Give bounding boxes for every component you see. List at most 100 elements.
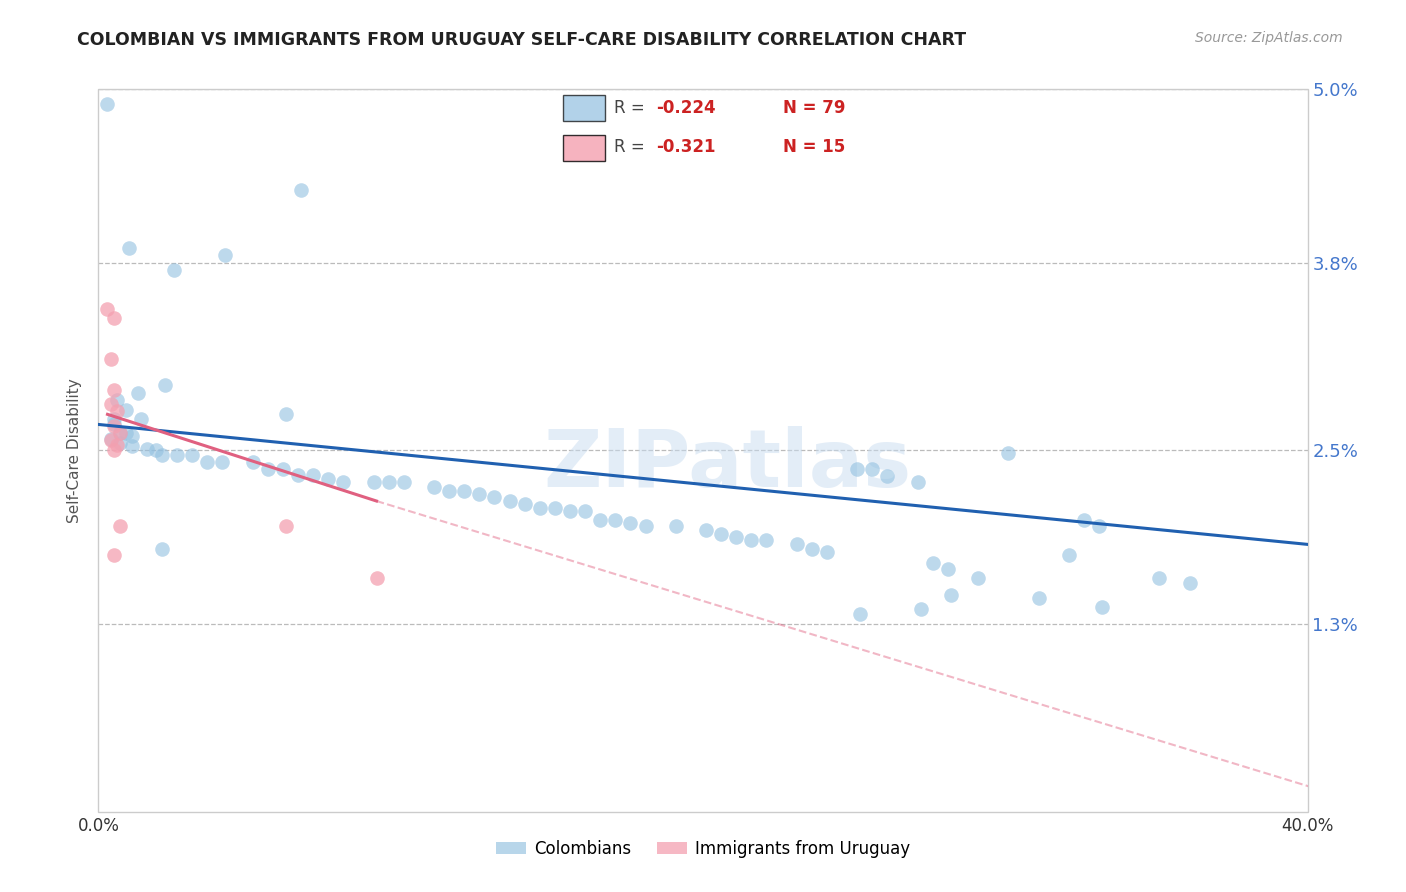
- Y-axis label: Self-Care Disability: Self-Care Disability: [67, 378, 83, 523]
- Point: [103, 310, 125, 325]
- Point: [619, 516, 641, 530]
- Point: [605, 513, 627, 527]
- Point: [129, 411, 152, 425]
- Point: [256, 462, 278, 476]
- Point: [544, 501, 567, 516]
- Point: [108, 518, 131, 533]
- Point: [103, 548, 125, 562]
- Point: [710, 527, 733, 541]
- Point: [287, 468, 309, 483]
- Point: [121, 439, 143, 453]
- Point: [105, 404, 128, 418]
- Point: [242, 455, 264, 469]
- Point: [574, 504, 596, 518]
- Legend: Colombians, Immigrants from Uruguay: Colombians, Immigrants from Uruguay: [489, 833, 917, 865]
- Point: [103, 417, 125, 432]
- FancyBboxPatch shape: [562, 95, 605, 121]
- Point: [800, 541, 823, 556]
- Point: [100, 397, 122, 411]
- Point: [316, 472, 339, 486]
- Point: [423, 480, 446, 494]
- Point: [100, 432, 122, 446]
- Point: [100, 434, 122, 448]
- Text: -0.321: -0.321: [657, 138, 716, 156]
- Point: [468, 487, 491, 501]
- Point: [725, 530, 748, 544]
- Text: R =: R =: [614, 138, 645, 156]
- Point: [907, 475, 929, 490]
- Point: [392, 475, 415, 490]
- Point: [166, 448, 188, 462]
- Point: [1149, 571, 1171, 585]
- Point: [936, 562, 959, 576]
- Point: [755, 533, 778, 547]
- Point: [695, 523, 717, 537]
- Point: [366, 571, 388, 585]
- Point: [1091, 599, 1114, 614]
- Point: [529, 501, 551, 516]
- Text: Source: ZipAtlas.com: Source: ZipAtlas.com: [1195, 31, 1343, 45]
- Point: [135, 442, 157, 456]
- Point: [1088, 518, 1111, 533]
- Point: [271, 462, 294, 476]
- Point: [114, 403, 136, 417]
- Point: [211, 455, 233, 469]
- Point: [302, 468, 325, 483]
- Point: [127, 385, 149, 400]
- Point: [332, 475, 354, 490]
- Point: [214, 248, 236, 262]
- Point: [786, 537, 808, 551]
- Point: [634, 518, 657, 533]
- Point: [96, 96, 118, 111]
- Point: [118, 241, 141, 255]
- Point: [860, 462, 883, 476]
- Point: [103, 418, 125, 433]
- Point: [558, 504, 581, 518]
- Point: [145, 443, 167, 458]
- Point: [921, 556, 943, 570]
- Point: [1073, 513, 1095, 527]
- Point: [939, 588, 962, 602]
- Point: [665, 518, 688, 533]
- Point: [274, 518, 297, 533]
- Point: [150, 448, 173, 462]
- Text: N = 79: N = 79: [783, 99, 845, 117]
- FancyBboxPatch shape: [562, 135, 605, 161]
- Point: [589, 513, 612, 527]
- Point: [437, 483, 460, 498]
- Point: [846, 462, 869, 476]
- Point: [290, 183, 312, 197]
- Point: [1178, 576, 1201, 591]
- Point: [163, 263, 186, 277]
- Point: [849, 607, 872, 621]
- Point: [103, 411, 125, 425]
- Point: [967, 571, 990, 585]
- Text: ZIPatlas: ZIPatlas: [543, 425, 911, 504]
- Text: COLOMBIAN VS IMMIGRANTS FROM URUGUAY SELF-CARE DISABILITY CORRELATION CHART: COLOMBIAN VS IMMIGRANTS FROM URUGUAY SEL…: [77, 31, 966, 49]
- Point: [513, 497, 536, 511]
- Point: [363, 475, 385, 490]
- Point: [1028, 591, 1050, 605]
- Point: [108, 436, 131, 450]
- Point: [195, 455, 218, 469]
- Point: [377, 475, 399, 490]
- Point: [103, 443, 125, 458]
- Point: [103, 383, 125, 397]
- Point: [108, 426, 131, 441]
- Point: [181, 448, 204, 462]
- Point: [121, 429, 143, 443]
- Point: [108, 426, 131, 441]
- Point: [105, 438, 128, 452]
- Point: [1057, 548, 1080, 562]
- Point: [484, 490, 506, 504]
- Point: [740, 533, 762, 547]
- Point: [910, 602, 932, 616]
- Point: [876, 469, 898, 483]
- Point: [274, 407, 297, 422]
- Point: [498, 494, 520, 508]
- Point: [453, 483, 475, 498]
- Point: [153, 378, 176, 392]
- Point: [96, 301, 118, 316]
- Point: [105, 392, 128, 407]
- Text: R =: R =: [614, 99, 645, 117]
